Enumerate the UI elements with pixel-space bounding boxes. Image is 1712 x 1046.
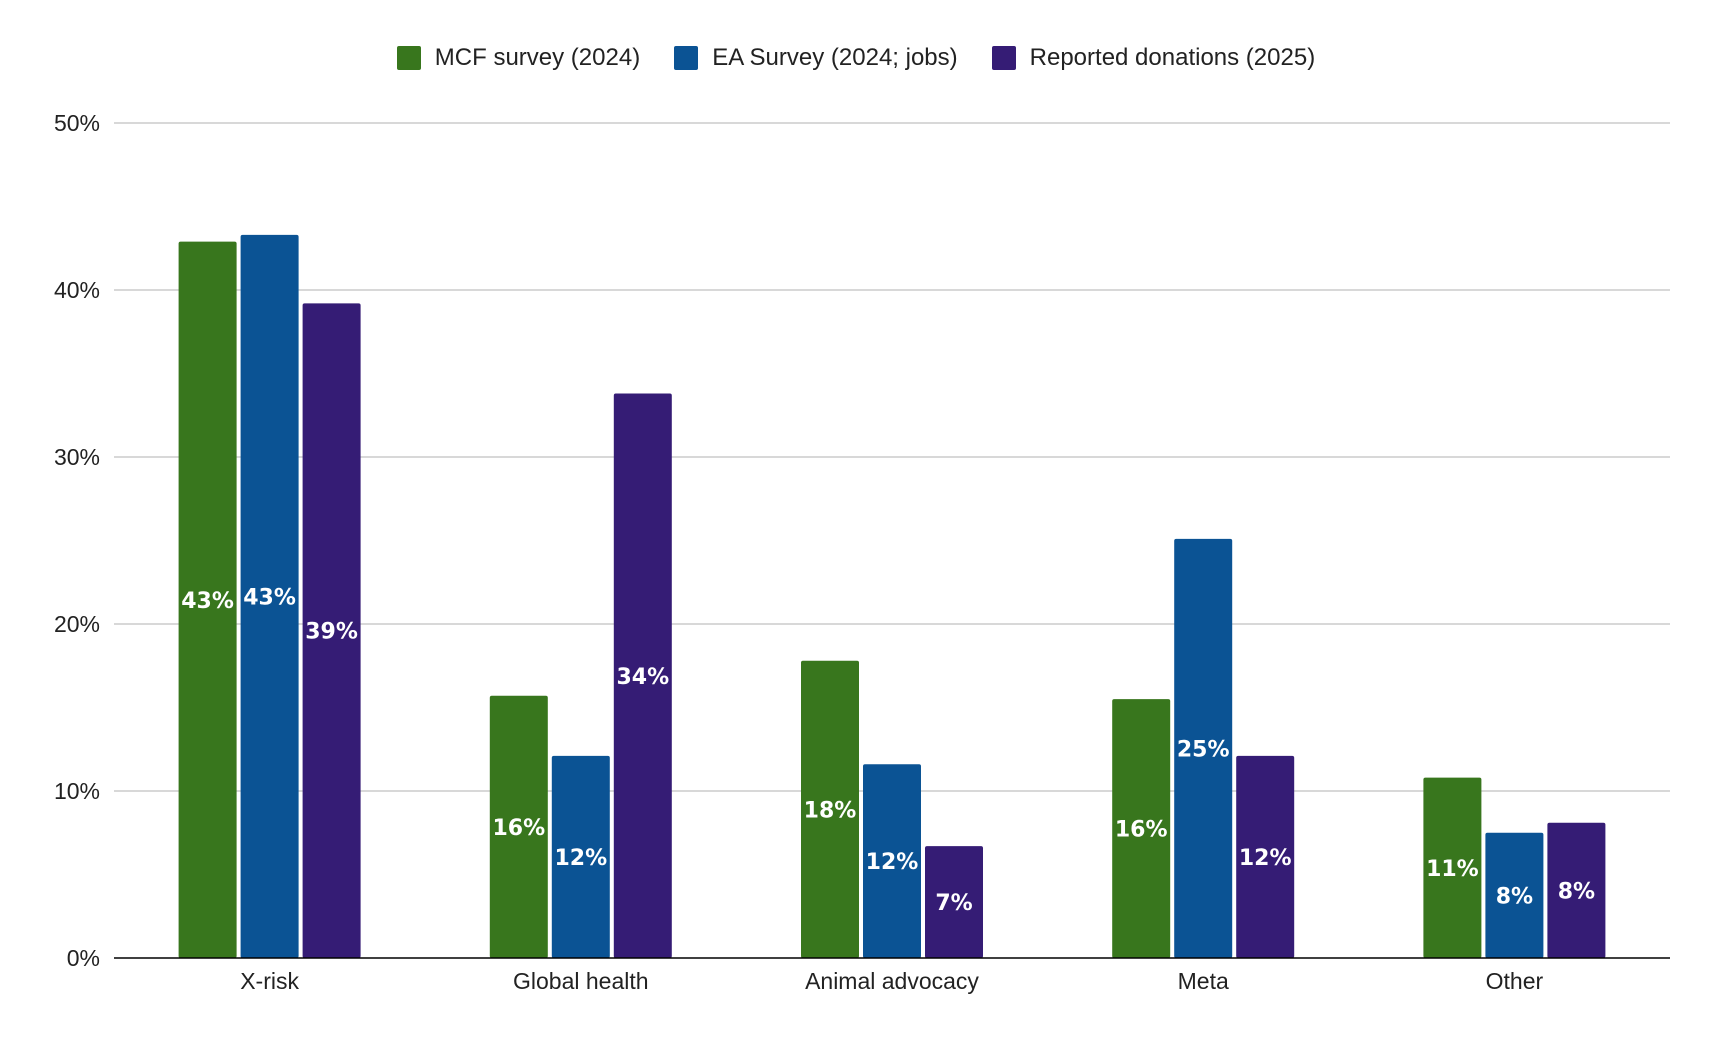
bar [925, 846, 983, 958]
data-label: 25% [1177, 737, 1230, 762]
legend-label-mcf: MCF survey (2024) [434, 44, 641, 71]
y-tick-label: 10% [54, 778, 100, 804]
bar [551, 755, 610, 958]
legend-label-ea: EA Survey (2024; jobs) [712, 44, 958, 71]
bar [1174, 538, 1233, 958]
bar [489, 695, 548, 958]
bar [613, 393, 672, 958]
data-label: 12% [1239, 846, 1292, 871]
bar [1112, 699, 1171, 958]
bar [863, 764, 921, 958]
data-label: 43% [181, 589, 234, 614]
data-label: 39% [305, 620, 358, 645]
y-tick-label: 40% [54, 277, 100, 303]
x-tick-label: X-risk [240, 968, 299, 994]
legend-item-donations: Reported donations (2025) [991, 44, 1316, 72]
data-label: 18% [804, 798, 857, 823]
bar [1485, 832, 1544, 958]
y-tick-label: 0% [67, 945, 100, 971]
data-label: 12% [554, 846, 607, 871]
bar [1236, 755, 1295, 958]
legend-swatch-donations [991, 46, 1016, 70]
legend-swatch-ea [674, 46, 699, 70]
legend-item-mcf: MCF survey (2024) [396, 44, 641, 72]
x-tick-label: Other [1486, 968, 1544, 994]
y-tick-label: 50% [54, 110, 100, 136]
data-label: 8% [1558, 879, 1595, 904]
legend-swatch-mcf [396, 46, 421, 70]
bar [178, 241, 237, 958]
legend: MCF survey (2024) EA Survey (2024; jobs)… [0, 44, 1712, 72]
bar [302, 303, 361, 958]
y-tick-label: 20% [54, 611, 100, 637]
data-label: 16% [492, 816, 545, 841]
data-label: 12% [866, 850, 919, 875]
data-label: 8% [1496, 884, 1533, 909]
bar [1423, 777, 1482, 958]
x-tick-label: Animal advocacy [805, 968, 979, 994]
bar [240, 234, 299, 958]
data-label: 11% [1426, 857, 1479, 882]
bar [1547, 822, 1606, 958]
data-label: 7% [935, 891, 972, 916]
legend-label-donations: Reported donations (2025) [1029, 44, 1316, 71]
data-label: 34% [616, 665, 669, 690]
x-tick-label: Global health [513, 968, 649, 994]
data-label: 16% [1115, 818, 1168, 843]
y-tick-label: 30% [54, 444, 100, 470]
bar [801, 660, 859, 958]
x-tick-label: Meta [1178, 968, 1229, 994]
legend-item-ea: EA Survey (2024; jobs) [674, 44, 958, 72]
data-label: 43% [243, 585, 296, 610]
